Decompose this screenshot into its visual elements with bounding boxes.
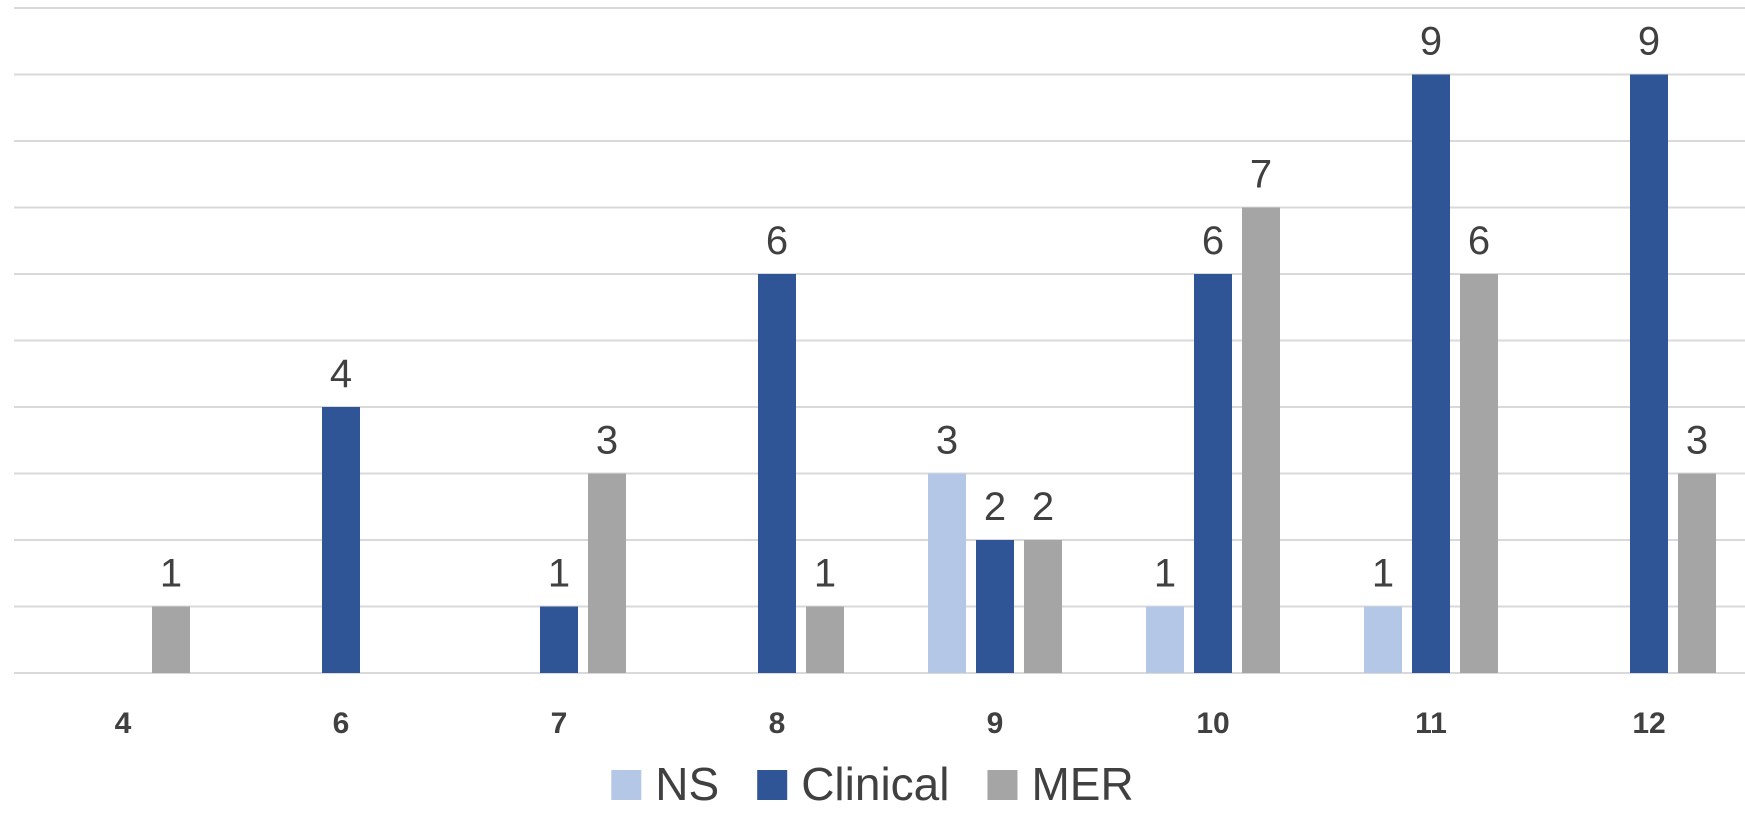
legend-swatch-ns <box>611 770 642 800</box>
bar-clinical-12 <box>1630 74 1668 673</box>
bar-clinical-8 <box>758 274 796 673</box>
data-label-clinical-12: 9 <box>1638 20 1660 64</box>
data-label-clinical-8: 6 <box>766 219 788 263</box>
legend-swatch-clinical <box>757 770 788 800</box>
bar-ns-11 <box>1364 606 1402 673</box>
data-label-clinical-6: 4 <box>330 352 352 396</box>
data-label-mer-8: 1 <box>814 552 836 596</box>
legend: NS Clinical MER <box>611 758 1134 810</box>
bar-mer-9 <box>1024 540 1062 673</box>
bar-clinical-11 <box>1412 74 1450 673</box>
legend-swatch-mer <box>987 770 1018 800</box>
data-label-clinical-11: 9 <box>1420 20 1442 64</box>
bar-mer-7 <box>588 473 626 673</box>
legend-label-ns: NS <box>655 758 719 810</box>
legend-item-clinical: Clinical <box>757 758 949 810</box>
data-label-ns-9: 3 <box>936 419 958 463</box>
bar-mer-4 <box>152 606 190 673</box>
bar-clinical-9 <box>976 540 1014 673</box>
data-label-clinical-10: 6 <box>1202 219 1224 263</box>
x-axis-tick-labels: 4 6 7 8 9 10 11 12 <box>115 707 1666 740</box>
legend-label-clinical: Clinical <box>801 758 949 810</box>
bar-mer-10 <box>1242 207 1280 673</box>
x-tick-label-10: 10 <box>1196 707 1229 740</box>
data-label-mer-12: 3 <box>1686 419 1708 463</box>
x-tick-label-6: 6 <box>333 707 350 740</box>
data-label-mer-11: 6 <box>1468 219 1490 263</box>
legend-item-ns: NS <box>611 758 719 810</box>
bar-ns-9 <box>928 473 966 673</box>
data-label-mer-10: 7 <box>1250 153 1272 197</box>
gridlines <box>14 7 1745 674</box>
data-label-clinical-7: 1 <box>548 552 570 596</box>
x-tick-label-12: 12 <box>1632 707 1665 740</box>
legend-item-mer: MER <box>987 758 1134 810</box>
bar-clinical-6 <box>322 407 360 673</box>
x-tick-label-8: 8 <box>769 707 786 740</box>
bar-mer-11 <box>1460 274 1498 673</box>
data-label-clinical-9: 2 <box>984 485 1006 529</box>
bar-mer-8 <box>806 606 844 673</box>
data-label-mer-9: 2 <box>1032 485 1054 529</box>
data-label-ns-10: 1 <box>1154 552 1176 596</box>
x-tick-label-7: 7 <box>551 707 568 740</box>
bar-mer-12 <box>1678 473 1716 673</box>
x-tick-label-11: 11 <box>1415 707 1447 740</box>
x-tick-label-9: 9 <box>987 707 1004 740</box>
x-tick-label-4: 4 <box>115 707 132 740</box>
data-label-mer-7: 3 <box>596 419 618 463</box>
bar-clinical-10 <box>1194 274 1232 673</box>
data-label-mer-4: 1 <box>160 552 182 596</box>
bars <box>152 74 1716 673</box>
data-label-ns-11: 1 <box>1372 552 1394 596</box>
legend-label-mer: MER <box>1031 758 1133 810</box>
bar-ns-10 <box>1146 606 1184 673</box>
bar-clinical-7 <box>540 606 578 673</box>
